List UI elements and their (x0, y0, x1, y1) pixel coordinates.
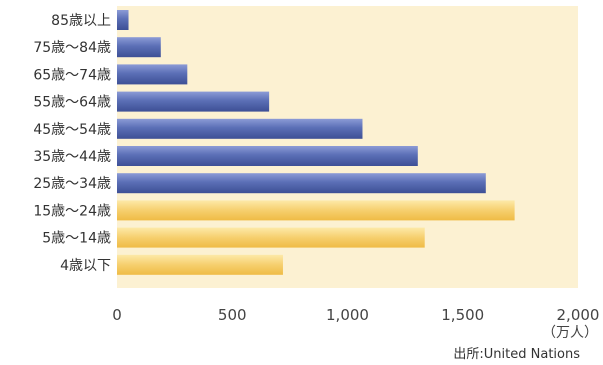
bars-group (117, 10, 515, 275)
category-label-5: 35歳〜44歳 (33, 149, 111, 165)
bar-4 (117, 118, 363, 139)
x-tick-label-3: 1,500 (441, 306, 484, 324)
category-label-9: 4歳以下 (60, 258, 111, 274)
category-label-4: 45歳〜54歳 (33, 122, 111, 138)
x-tick-label-1: 500 (218, 306, 247, 324)
bar-6 (117, 173, 486, 194)
x-tick-label-0: 0 (112, 306, 122, 324)
bar-3 (117, 91, 270, 112)
unit-label: （万人） (542, 325, 598, 341)
category-labels: 85歳以上 75歳〜84歳 65歳〜74歳 55歳〜64歳 45歳〜54歳 35歳〜44歳… (33, 13, 111, 274)
source-label: 出所:United Nations (453, 347, 580, 362)
bar-1 (117, 37, 161, 58)
category-label-0: 85歳以上 (51, 13, 111, 29)
x-tick-label-4: 2,000 (557, 306, 600, 324)
bar-8 (117, 227, 425, 248)
category-label-7: 15歳〜24歳 (33, 203, 111, 219)
x-tick-labels: 0 500 1,000 1,500 2,000 (112, 306, 599, 324)
category-label-3: 55歳〜64歳 (33, 95, 111, 111)
category-label-8: 5歳〜14歳 (42, 231, 111, 247)
category-label-2: 65歳〜74歳 (33, 67, 111, 83)
bar-0 (117, 10, 129, 30)
category-label-1: 75歳〜84歳 (33, 40, 111, 56)
bar-5 (117, 146, 418, 166)
bar-7 (117, 200, 515, 221)
x-tick-label-2: 1,000 (326, 306, 369, 324)
bar-2 (117, 64, 188, 85)
category-label-6: 25歳〜34歳 (33, 176, 111, 192)
bar-9 (117, 254, 283, 275)
